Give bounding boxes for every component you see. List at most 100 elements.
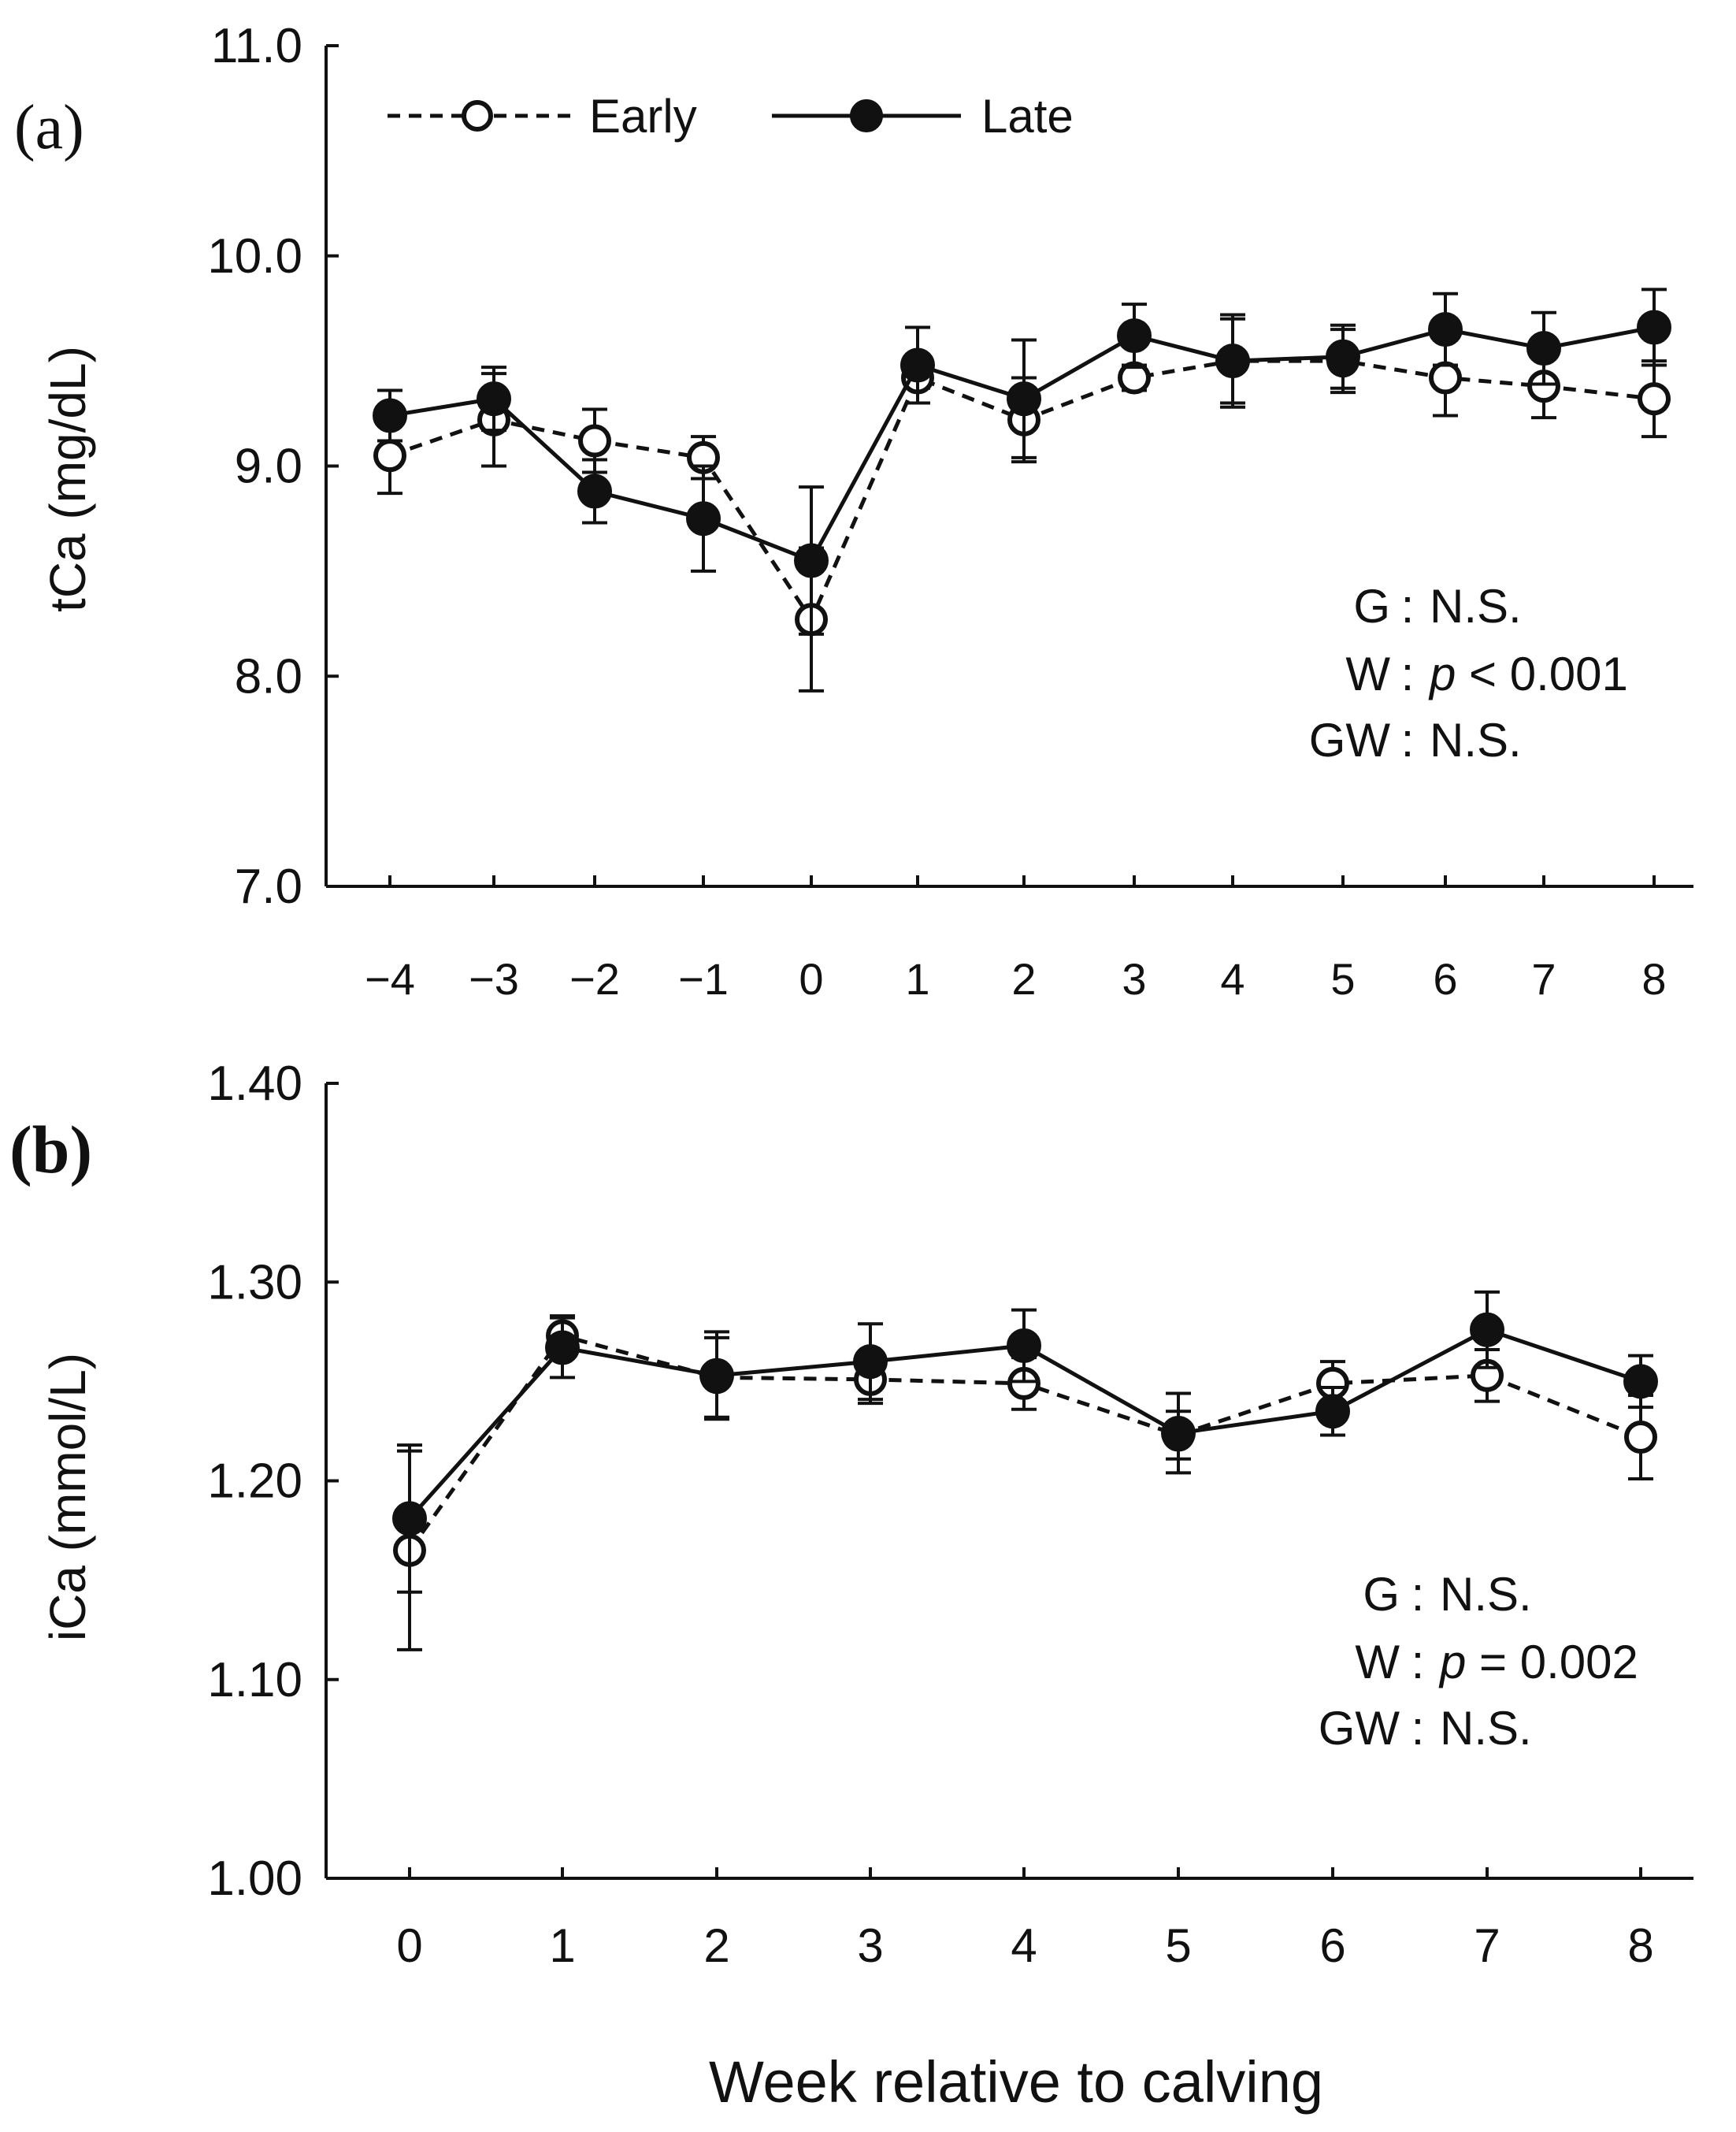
x-tick-label: 1	[549, 1919, 575, 1972]
panel-a-stat-gw-label: GW	[1309, 714, 1391, 767]
x-tick-label: 0	[799, 954, 823, 1004]
x-tick-label: 5	[1165, 1919, 1191, 1972]
panel-b-stat-g-value: N.S.	[1440, 1568, 1532, 1621]
panel-b-label: (b)	[9, 1112, 92, 1187]
x-tick-label: 8	[1627, 1919, 1653, 1972]
panel-b-stat-w-p: p	[1438, 1636, 1466, 1688]
legend-early-label: Early	[589, 90, 697, 143]
data-point-late	[1326, 339, 1360, 374]
y-tick-label: 1.00	[207, 1852, 302, 1906]
panel-b-stat-gw-colon: :	[1411, 1702, 1425, 1755]
x-tick-label: 7	[1474, 1919, 1500, 1972]
data-point-early	[578, 424, 611, 458]
panel-a-series	[373, 288, 1671, 693]
data-point-late	[1007, 1328, 1041, 1363]
legend-late-label: Late	[981, 90, 1074, 143]
panel-a-axes: 7.0 8.0 9.0 10.0 11.0 −4 −3 −2 −1 0 1 2 3 4 5 6 7 8	[207, 19, 1693, 1004]
x-tick-label: 4	[1011, 1919, 1037, 1972]
panel-a-stat-w-value: p < 0.001	[1428, 648, 1628, 700]
data-point-late	[853, 1344, 888, 1380]
legend-late-marker	[850, 99, 883, 132]
x-tick-label: 4	[1220, 954, 1245, 1004]
panel-a-stat-gw-value: N.S.	[1430, 714, 1522, 767]
panel-b-stat-w-colon: :	[1411, 1636, 1425, 1688]
y-tick-label: 8.0	[235, 649, 302, 704]
panel-a-stat-g-value: N.S.	[1430, 580, 1522, 633]
panel-a-stat-g-label: G	[1353, 580, 1390, 633]
data-point-late	[392, 1501, 427, 1536]
data-point-late	[699, 1358, 734, 1393]
panel-b-series	[392, 1290, 1658, 1651]
panel-b-axes: 1.00 1.10 1.20 1.30 1.40 0 1 2 3 4 5 6 7 8	[207, 1057, 1693, 1972]
data-point-late	[577, 474, 612, 509]
data-point-late	[1428, 312, 1463, 347]
panel-a-chart: (a) tCa (mg/dL) 7.0 8.0 9.0 10.0 11.0 −4 −3 −2 −…	[14, 19, 1693, 1004]
y-tick-label: 1.10	[207, 1653, 302, 1707]
panel-a-stat-w-label: W	[1345, 648, 1390, 700]
panel-b-stat-g-label: G	[1363, 1568, 1400, 1621]
y-tick-label: 1.40	[207, 1057, 302, 1111]
data-point-late	[1526, 331, 1561, 366]
x-axis-title: Week relative to calving	[709, 2049, 1323, 2115]
data-point-late	[1117, 318, 1152, 354]
x-tick-label: 8	[1641, 954, 1666, 1004]
panel-b-stat-gw-label: GW	[1319, 1702, 1400, 1755]
x-tick-label: 0	[396, 1919, 422, 1972]
data-point-late	[1623, 1364, 1658, 1399]
data-point-late	[1007, 381, 1041, 417]
x-tick-label: −1	[678, 954, 729, 1004]
panel-b-stat-gw-text: N.S.	[1440, 1702, 1532, 1755]
y-tick-label: 11.0	[211, 19, 302, 73]
data-point-early	[1638, 382, 1671, 416]
data-point-late	[373, 398, 407, 433]
data-point-late	[686, 501, 721, 537]
x-tick-label: 7	[1531, 954, 1556, 1004]
data-point-late	[1315, 1394, 1350, 1429]
panel-a-stat-g-colon: :	[1401, 580, 1415, 633]
x-tick-label: 3	[1122, 954, 1146, 1004]
data-point-early	[1429, 361, 1462, 395]
y-tick-label: 9.0	[235, 440, 302, 494]
panel-a-stat-gw-text: N.S.	[1430, 714, 1522, 767]
panel-b-stats: G : N.S. W : p = 0.002 GW : N.S.	[1319, 1568, 1638, 1755]
y-tick-label: 7.0	[235, 860, 302, 914]
panel-b-stat-gw-value: N.S.	[1440, 1702, 1532, 1755]
data-point-late	[1470, 1312, 1504, 1347]
panel-b-stat-g-colon: :	[1411, 1568, 1425, 1621]
x-tick-label: 2	[703, 1919, 729, 1972]
data-point-late	[477, 381, 511, 417]
panel-a-stat-w-p: p	[1428, 648, 1456, 700]
data-point-late	[1161, 1415, 1196, 1450]
panel-a-stat-w-text: < 0.001	[1456, 648, 1628, 700]
data-point-late	[545, 1330, 580, 1365]
x-tick-label: 3	[857, 1919, 883, 1972]
panel-b-stat-w-text: = 0.002	[1466, 1636, 1638, 1688]
legend-early-marker	[462, 100, 493, 132]
data-point-late	[900, 347, 935, 383]
data-point-early	[373, 439, 406, 473]
x-tick-label: 2	[1011, 954, 1036, 1004]
series-late	[373, 288, 1671, 636]
series-late	[392, 1290, 1658, 1594]
data-point-early	[1624, 1421, 1657, 1454]
data-point-late	[1215, 344, 1250, 379]
panel-a-label: (a)	[14, 93, 84, 162]
panel-b-chart: (b) iCa (mmol/L) 1.00 1.10 1.20 1.30 1.40 0 1 2…	[9, 1057, 1693, 1972]
panel-a-stat-g-text: N.S.	[1430, 580, 1522, 633]
panel-a-stat-gw-colon: :	[1401, 714, 1415, 767]
x-tick-label: −2	[569, 954, 620, 1004]
panel-a-stat-w-colon: :	[1401, 648, 1415, 700]
x-tick-label: −4	[365, 954, 415, 1004]
data-point-late	[794, 543, 829, 578]
data-point-late	[1637, 310, 1671, 345]
y-tick-label: 1.20	[207, 1454, 302, 1509]
x-tick-label: 6	[1433, 954, 1457, 1004]
panel-b-stat-w-label: W	[1355, 1636, 1400, 1688]
panel-b-stat-g-text: N.S.	[1440, 1568, 1532, 1621]
panel-b-y-axis-title: iCa (mmol/L)	[39, 1353, 96, 1641]
x-tick-label: 1	[905, 954, 929, 1004]
y-tick-label: 10.0	[207, 229, 302, 284]
panel-a-y-axis-title: tCa (mg/dL)	[39, 346, 96, 612]
x-tick-label: 5	[1330, 954, 1355, 1004]
